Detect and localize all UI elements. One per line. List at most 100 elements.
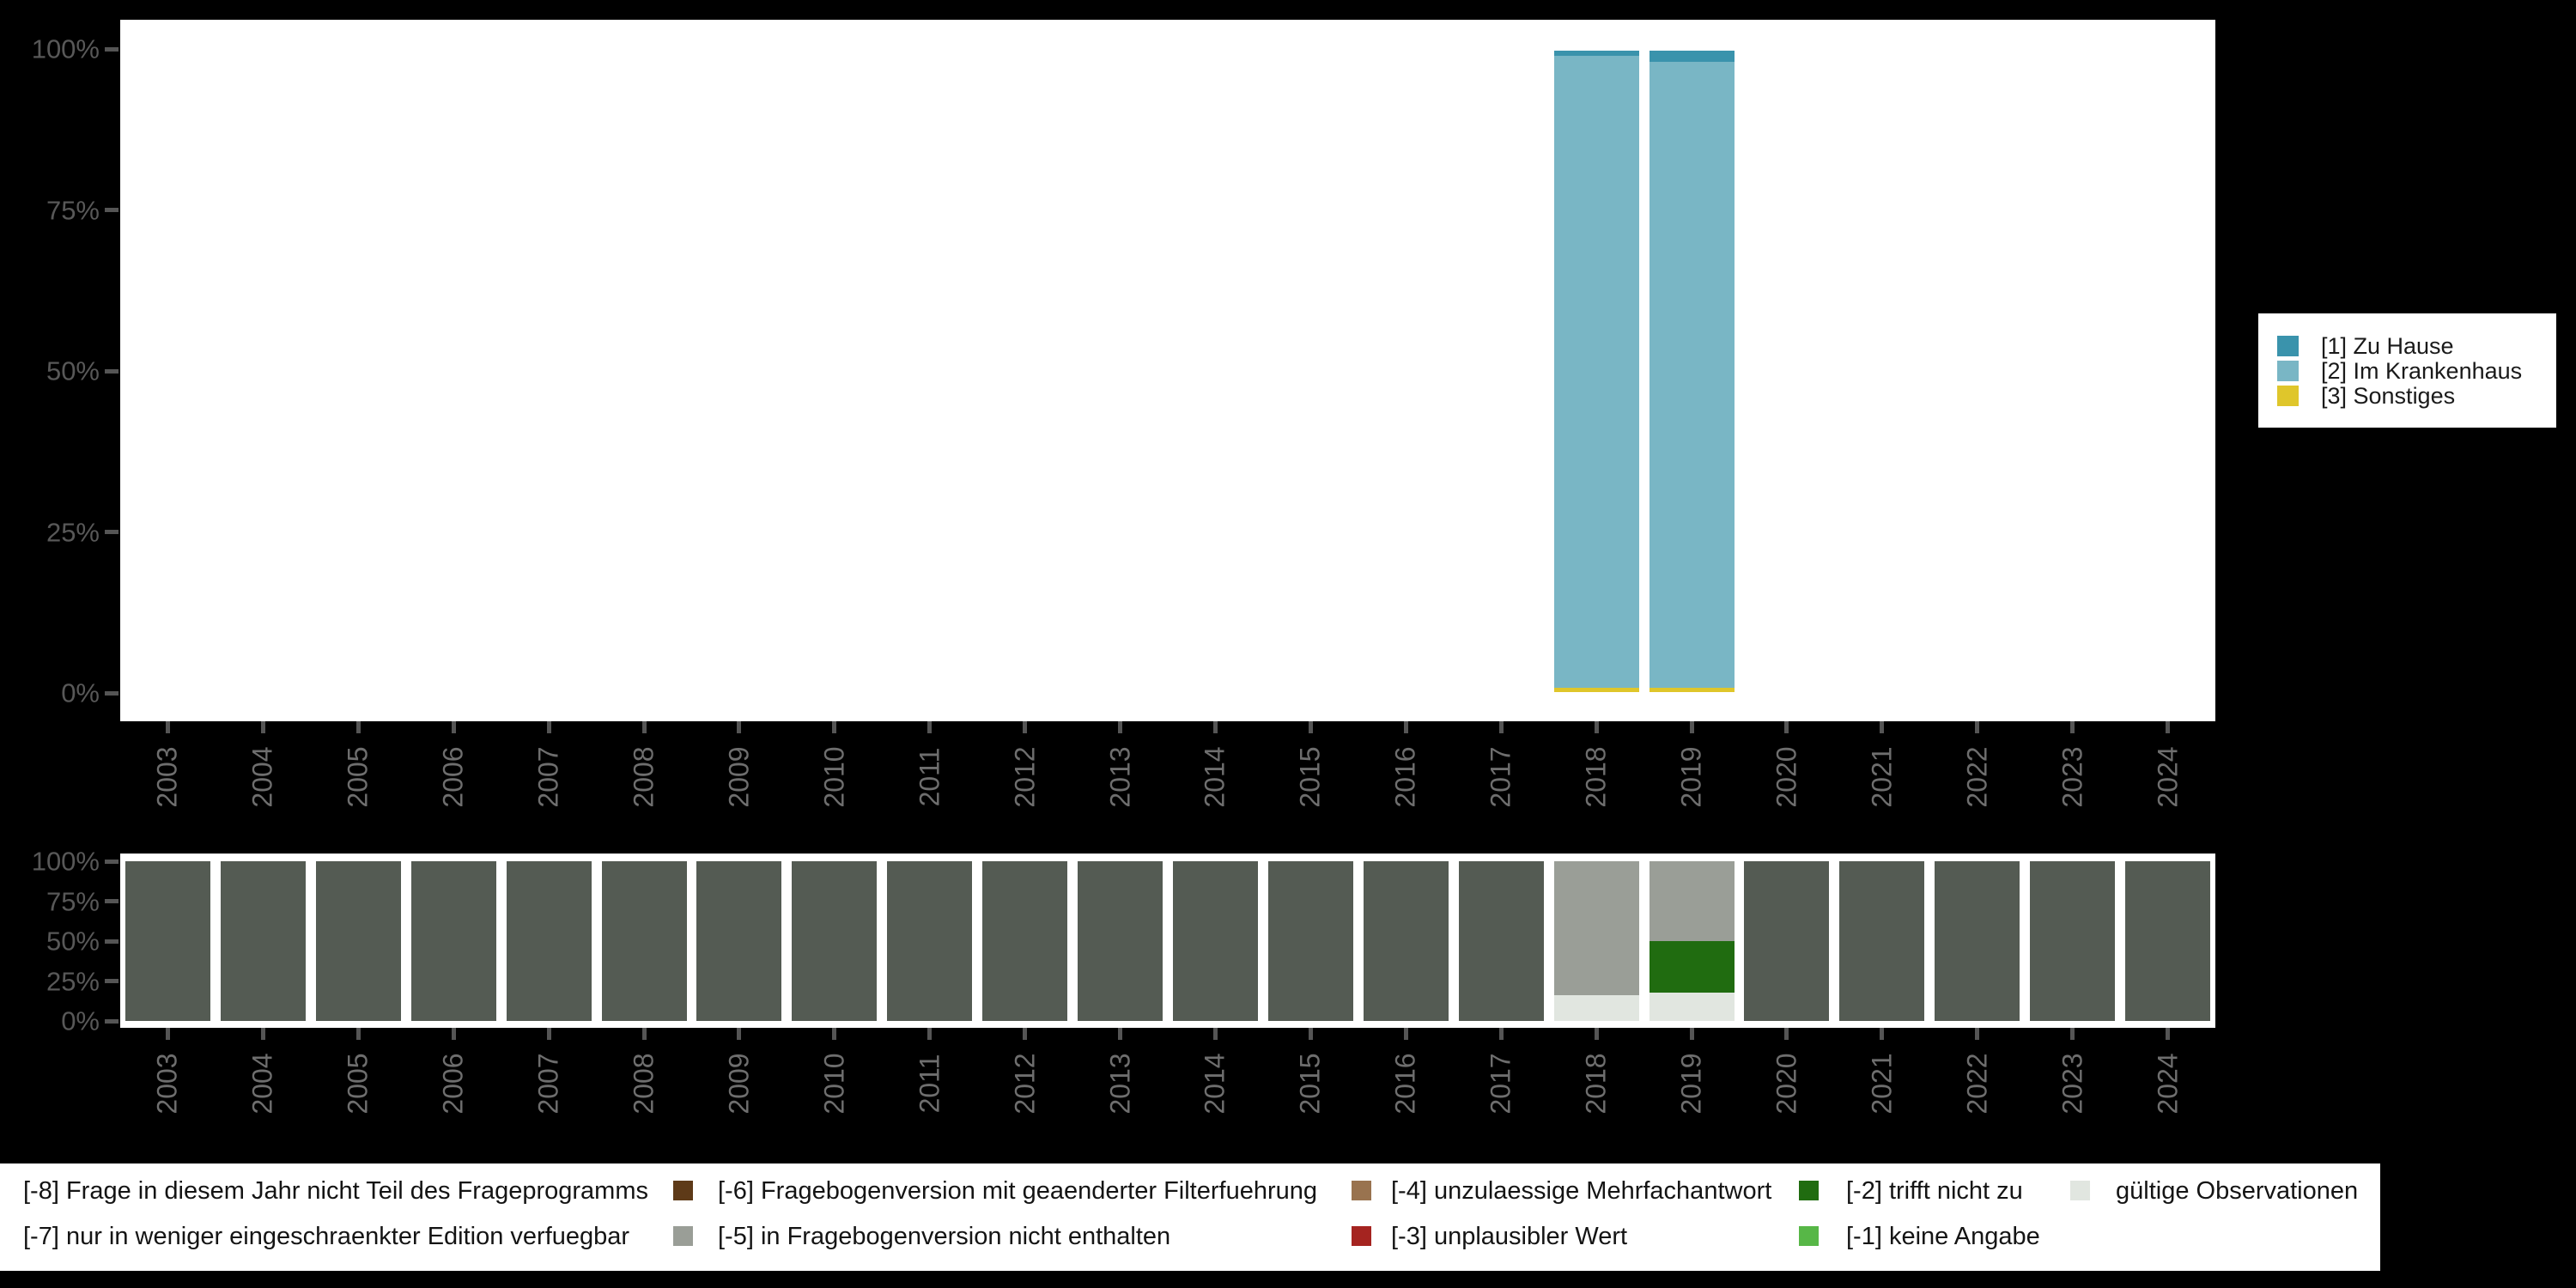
y-axis-label: 25% — [46, 517, 100, 547]
x-axis-tick — [355, 721, 361, 733]
x-axis-tick — [737, 1028, 742, 1040]
bar-segment-2021 — [1839, 861, 1925, 1021]
x-axis-tick — [2166, 721, 2171, 733]
x-axis-label-2014: 2014 — [1199, 746, 1230, 808]
missing-legend-label: [-1] keine Angabe — [1846, 1223, 2040, 1250]
bar-segment-2019 — [1649, 687, 1735, 692]
y-axis-tick — [105, 859, 118, 864]
missing-legend-swatch — [2070, 1181, 2090, 1200]
x-axis-label-2014: 2014 — [1199, 1053, 1230, 1115]
x-axis-tick — [546, 721, 551, 733]
x-axis-label-2012: 2012 — [1009, 1053, 1041, 1115]
x-axis-tick — [1784, 721, 1789, 733]
x-axis-label-2008: 2008 — [628, 746, 659, 808]
y-axis-label: 75% — [46, 886, 100, 916]
bar-segment-2007 — [506, 861, 592, 1021]
y-axis-tick — [105, 368, 118, 374]
x-axis-tick — [1975, 1028, 1980, 1040]
x-axis-tick — [1023, 721, 1028, 733]
x-axis-label-2020: 2020 — [1771, 746, 1802, 808]
x-axis-tick — [1118, 721, 1123, 733]
x-axis-label-2017: 2017 — [1485, 746, 1516, 808]
bar-segment-2010 — [792, 861, 878, 1021]
x-axis-tick — [1594, 1028, 1599, 1040]
x-axis-tick — [1689, 1028, 1694, 1040]
missing-legend-label: [-3] unplausibler Wert — [1391, 1223, 1628, 1250]
y-axis-label: 50% — [46, 926, 100, 957]
x-axis-tick — [165, 721, 170, 733]
x-axis-label-2012: 2012 — [1009, 746, 1041, 808]
x-axis-tick — [832, 1028, 837, 1040]
x-axis-label-2013: 2013 — [1104, 1053, 1136, 1115]
bar-segment-2019 — [1649, 992, 1735, 1021]
legend-label: [1] Zu Hause — [2321, 332, 2454, 359]
bar-segment-2019 — [1649, 51, 1735, 62]
x-axis-tick — [1498, 721, 1504, 733]
y-axis-tick — [105, 208, 118, 212]
x-axis-label-2022: 2022 — [1961, 746, 1993, 808]
bar-segment-2003 — [125, 861, 210, 1021]
x-axis-label-2024: 2024 — [2152, 746, 2184, 808]
x-axis-label-2017: 2017 — [1485, 1053, 1516, 1115]
x-axis-tick — [737, 721, 742, 733]
chart-legend: [1] Zu Hause [2] Im Krankenhaus [3] Sons… — [2258, 313, 2556, 428]
x-axis-label-2023: 2023 — [2057, 1053, 2088, 1115]
x-axis-tick — [1880, 1028, 1885, 1040]
bar-segment-2019 — [1649, 61, 1735, 688]
x-axis-tick — [260, 721, 265, 733]
legend-label: [3] Sonstiges — [2321, 382, 2456, 409]
x-axis-tick — [832, 721, 837, 733]
bar-segment-2023 — [2030, 861, 2116, 1021]
x-axis-label-2005: 2005 — [342, 1053, 374, 1115]
x-axis-tick — [1975, 721, 1980, 733]
bar-segment-2006 — [410, 861, 496, 1021]
x-axis-label-2005: 2005 — [342, 746, 374, 808]
x-axis-label-2009: 2009 — [723, 1053, 755, 1115]
y-axis-tick — [105, 979, 118, 983]
x-axis-label-2022: 2022 — [1961, 1053, 1993, 1115]
x-axis-label-2004: 2004 — [246, 746, 278, 808]
missing-values-legend: [-8] Frage in diesem Jahr nicht Teil des… — [0, 1163, 2380, 1271]
x-axis-tick — [546, 1028, 551, 1040]
missing-legend-label: [-8] Frage in diesem Jahr nicht Teil des… — [23, 1177, 648, 1205]
x-axis-tick — [2166, 1028, 2171, 1040]
legend-swatch-sonstiges — [2277, 385, 2299, 406]
legend-label: [2] Im Krankenhaus — [2321, 357, 2523, 384]
x-axis-label-2013: 2013 — [1104, 746, 1136, 808]
x-axis-tick — [2070, 721, 2075, 733]
y-axis-label: 0% — [61, 1005, 100, 1036]
y-axis-tick — [105, 939, 118, 944]
missing-legend-swatch — [1799, 1181, 1819, 1200]
y-axis-label: 50% — [46, 355, 100, 386]
x-axis-tick — [1212, 721, 1218, 733]
bar-segment-2022 — [1935, 861, 2020, 1021]
x-axis-tick — [451, 721, 456, 733]
x-axis-tick — [451, 1028, 456, 1040]
missing-legend-label: [-5] in Fragebogenversion nicht enthalte… — [718, 1223, 1171, 1250]
x-axis-label-2006: 2006 — [437, 1053, 469, 1115]
x-axis-label-2003: 2003 — [151, 1053, 183, 1115]
x-axis-tick — [927, 1028, 933, 1040]
missing-legend-label: [-7] nur in weniger eingeschraenkter Edi… — [23, 1223, 630, 1250]
x-axis-tick — [1689, 721, 1694, 733]
x-axis-label-2003: 2003 — [151, 746, 183, 808]
x-axis-label-2023: 2023 — [2057, 746, 2088, 808]
bar-segment-2020 — [1744, 861, 1830, 1021]
x-axis-label-2021: 2021 — [1866, 1053, 1898, 1115]
x-axis-label-2015: 2015 — [1294, 1053, 1326, 1115]
x-axis-label-2018: 2018 — [1580, 1053, 1612, 1115]
missing-legend-label: gültige Observationen — [2116, 1177, 2359, 1205]
top-chart-panel — [120, 20, 2215, 721]
y-axis-label: 100% — [31, 846, 100, 877]
missing-legend-swatch — [673, 1226, 693, 1246]
x-axis-label-2006: 2006 — [437, 746, 469, 808]
x-axis-tick — [355, 1028, 361, 1040]
missing-legend-swatch — [1352, 1226, 1371, 1246]
x-axis-tick — [1498, 1028, 1504, 1040]
bar-segment-2009 — [696, 861, 782, 1021]
x-axis-tick — [1403, 721, 1408, 733]
x-axis-tick — [1784, 1028, 1789, 1040]
x-axis-tick — [641, 1028, 647, 1040]
x-axis-label-2007: 2007 — [532, 1053, 564, 1115]
